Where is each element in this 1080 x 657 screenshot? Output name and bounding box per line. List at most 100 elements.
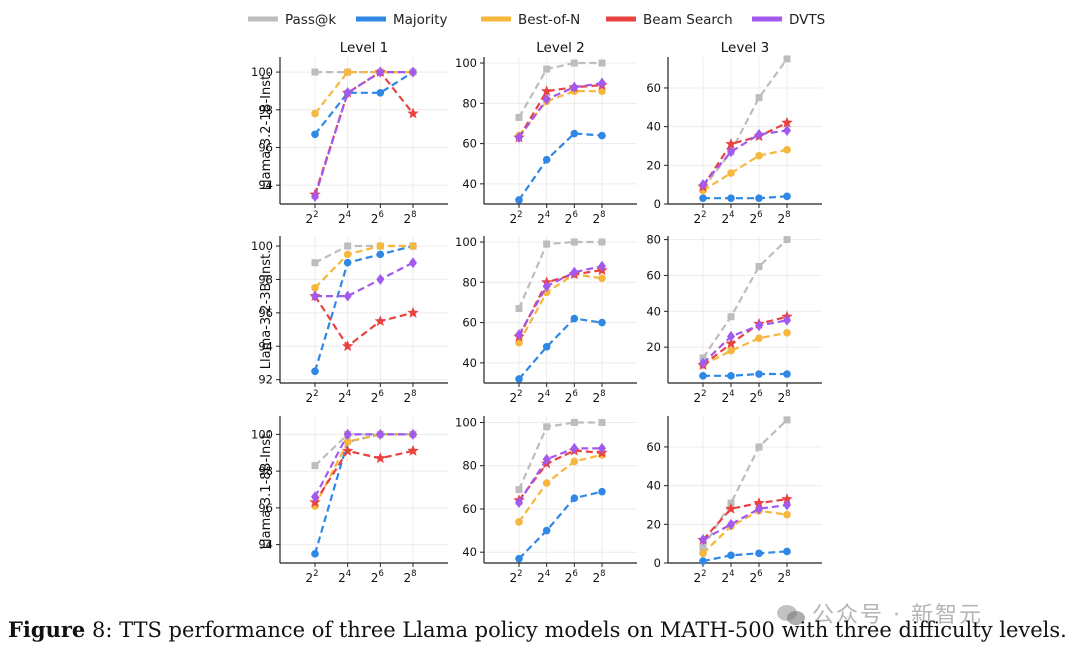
point-dvts bbox=[570, 266, 579, 278]
series-dvts bbox=[311, 257, 417, 302]
series-best-of-n bbox=[311, 430, 417, 510]
point-dvts bbox=[598, 77, 606, 89]
point-best-of-n bbox=[727, 169, 735, 177]
caption-label: Figure bbox=[8, 617, 86, 642]
panel-r1-c2: 20 40 60 80 22 24 26 28 bbox=[646, 233, 822, 405]
y-tick-label: 60 bbox=[646, 81, 661, 95]
point-best-of-n bbox=[343, 250, 352, 259]
x-tick-label: 24 bbox=[721, 210, 734, 226]
y-tick-label: 94 bbox=[258, 339, 273, 353]
y-tick-label: 94 bbox=[258, 178, 273, 192]
point-majority bbox=[515, 375, 523, 383]
legend-item-pass-k: Pass@k bbox=[248, 12, 336, 28]
point-beam-search bbox=[725, 502, 737, 514]
point-beam-search bbox=[540, 85, 553, 97]
series-beam-search bbox=[697, 310, 793, 370]
point-dvts bbox=[783, 125, 791, 136]
point-beam-search bbox=[725, 138, 737, 149]
point-pass-k bbox=[570, 238, 578, 246]
series-line-dvts bbox=[702, 129, 788, 186]
point-pass-k bbox=[598, 418, 606, 426]
series-line-majority bbox=[703, 372, 787, 377]
series-majority bbox=[311, 68, 417, 139]
watermark: 公众号 · 新智元 bbox=[776, 597, 983, 629]
point-dvts bbox=[570, 81, 579, 93]
point-dvts bbox=[755, 503, 763, 515]
x-tick-label: 26 bbox=[371, 210, 384, 226]
y-tick-label: 60 bbox=[462, 316, 477, 330]
point-best-of-n bbox=[376, 242, 385, 250]
panel-r1-c0: 92 94 96 98 100 22 24 26 28 bbox=[251, 236, 448, 405]
point-best-of-n bbox=[343, 437, 352, 446]
series-line-best-of-n bbox=[314, 70, 413, 115]
y-tick-label: 40 bbox=[646, 304, 661, 318]
point-best-of-n bbox=[515, 338, 523, 347]
x-tick-label: 22 bbox=[693, 210, 706, 226]
point-dvts bbox=[699, 179, 707, 191]
point-dvts bbox=[376, 428, 385, 440]
panel-r2-c1: 40 60 80 100 22 24 26 28 bbox=[455, 415, 637, 585]
series-line-dvts bbox=[518, 82, 603, 139]
point-majority bbox=[570, 494, 579, 502]
point-dvts bbox=[783, 499, 791, 511]
y-tick-label: 96 bbox=[258, 501, 273, 515]
series-line-pass-k bbox=[702, 58, 788, 190]
point-pass-k bbox=[755, 262, 763, 270]
x-tick-label: 28 bbox=[777, 210, 790, 226]
point-beam-search bbox=[407, 444, 419, 456]
point-dvts bbox=[515, 132, 523, 144]
point-pass-k bbox=[570, 418, 578, 426]
point-beam-search bbox=[781, 116, 793, 128]
point-dvts bbox=[409, 66, 417, 78]
point-dvts bbox=[376, 273, 385, 285]
caption-number: 8 bbox=[91, 618, 106, 642]
point-pass-k bbox=[543, 65, 551, 73]
point-dvts bbox=[598, 260, 606, 272]
x-tick-label: 26 bbox=[749, 210, 762, 226]
series-line-beam-search bbox=[314, 449, 414, 503]
y-tick-label: 80 bbox=[462, 459, 477, 473]
point-dvts bbox=[409, 428, 417, 440]
point-dvts bbox=[699, 534, 707, 546]
point-dvts bbox=[727, 518, 735, 530]
series-best-of-n bbox=[699, 329, 791, 369]
point-dvts bbox=[783, 314, 791, 326]
y-tick-label: 60 bbox=[462, 137, 477, 151]
point-majority bbox=[598, 318, 606, 327]
x-tick-label: 24 bbox=[338, 389, 351, 405]
point-dvts bbox=[343, 428, 352, 440]
series-beam-search bbox=[513, 264, 608, 342]
series-line-dvts bbox=[314, 433, 413, 498]
series-dvts bbox=[699, 499, 791, 546]
series-beam-search bbox=[697, 116, 793, 192]
column-title-level-2: Level 2 bbox=[536, 40, 585, 56]
point-pass-k bbox=[783, 416, 791, 424]
point-majority bbox=[311, 550, 319, 558]
series-majority bbox=[699, 192, 791, 202]
x-tick-label: 22 bbox=[693, 569, 706, 585]
y-tick-label: 94 bbox=[258, 538, 273, 552]
point-pass-k bbox=[699, 544, 707, 552]
point-pass-k bbox=[783, 55, 791, 63]
x-tick-label: 24 bbox=[537, 569, 550, 585]
x-tick-label: 24 bbox=[537, 210, 550, 226]
legend-item-best-of-n: Best-of-N bbox=[481, 12, 580, 28]
y-tick-label: 80 bbox=[462, 275, 477, 289]
point-majority bbox=[755, 194, 763, 202]
point-majority bbox=[570, 314, 579, 323]
point-majority bbox=[570, 129, 579, 138]
x-tick-label: 28 bbox=[592, 569, 605, 585]
series-line-pass-k bbox=[702, 419, 788, 549]
y-tick-label: 100 bbox=[251, 65, 273, 79]
panel-r2-c0: 94 96 98 100 22 24 26 28 bbox=[251, 416, 448, 585]
series-line-dvts bbox=[315, 261, 414, 298]
point-majority bbox=[515, 196, 523, 204]
point-best-of-n bbox=[542, 479, 551, 487]
x-tick-label: 22 bbox=[305, 389, 318, 405]
y-tick-label: 40 bbox=[646, 479, 661, 493]
point-majority bbox=[311, 130, 319, 139]
point-best-of-n bbox=[755, 334, 763, 342]
series-majority bbox=[311, 430, 417, 558]
x-tick-label: 22 bbox=[509, 210, 522, 226]
series-line-majority bbox=[518, 132, 603, 201]
